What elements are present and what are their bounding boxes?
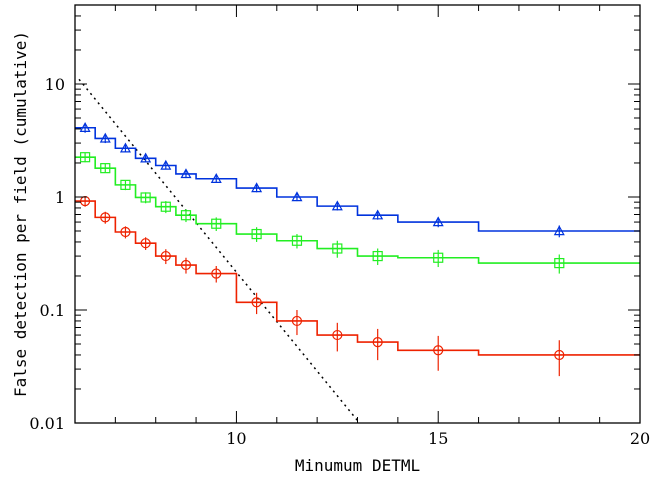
series-2-point xyxy=(554,258,565,269)
series-3-point xyxy=(140,238,151,249)
series-2-point xyxy=(120,179,131,190)
axes: 10 15 20 0.01 0.1 1 10 xyxy=(29,4,650,448)
y-tick-label: 0.1 xyxy=(40,301,65,320)
series-1-point xyxy=(553,225,565,236)
series-3-point xyxy=(291,315,303,327)
series-3-point xyxy=(372,336,383,348)
x-axis-title: Minumum DETML xyxy=(295,456,420,475)
series-1-point xyxy=(99,132,111,143)
series-3-point xyxy=(332,329,343,341)
series-1-point xyxy=(180,168,192,179)
series-1-point xyxy=(79,122,91,132)
series-2-point xyxy=(251,228,262,240)
series-1-point xyxy=(160,159,172,170)
series-3-point xyxy=(554,349,565,361)
reference-dotted-line xyxy=(78,78,361,423)
x-tick-label: 20 xyxy=(630,429,650,448)
y-tick-label: 0.01 xyxy=(29,414,65,433)
series-2-point xyxy=(211,218,222,229)
series-2-point xyxy=(100,163,111,174)
series-3 xyxy=(75,195,640,377)
series-1-point xyxy=(210,173,222,183)
series-2-point xyxy=(372,250,383,262)
series-1 xyxy=(75,122,640,238)
series-1-point xyxy=(291,191,303,202)
plot-content xyxy=(75,78,640,423)
series-3-point xyxy=(100,212,111,223)
series-1-step-line xyxy=(75,126,640,232)
series-1-point xyxy=(251,182,263,193)
series-1-point xyxy=(140,152,152,163)
x-tick-label: 10 xyxy=(226,429,246,448)
series-2-point xyxy=(79,152,91,163)
series-2-point xyxy=(291,235,303,246)
series-3-point xyxy=(251,297,262,308)
series-2-point xyxy=(180,210,192,221)
series-2-point xyxy=(433,252,444,263)
y-axis-title: False detection per field (cumulative) xyxy=(11,31,30,397)
y-tick-label: 10 xyxy=(45,75,65,94)
series-1-point xyxy=(432,216,444,227)
series-2 xyxy=(75,152,640,274)
series-3-step-line xyxy=(75,200,640,356)
y-tick-label: 1 xyxy=(55,188,65,207)
series-3-point xyxy=(180,259,192,271)
series-2-point xyxy=(140,192,151,203)
series-3-point xyxy=(433,345,444,356)
series-3-point xyxy=(211,268,222,279)
plot-area xyxy=(75,78,640,423)
series-1-point xyxy=(372,209,384,220)
series-3-point xyxy=(120,226,131,238)
series-2-point xyxy=(332,243,343,254)
series-1-point xyxy=(331,200,343,211)
series-2-point xyxy=(160,201,171,212)
series-3-point xyxy=(160,250,171,262)
x-tick-label: 15 xyxy=(428,429,448,448)
series-1-point xyxy=(119,142,131,153)
